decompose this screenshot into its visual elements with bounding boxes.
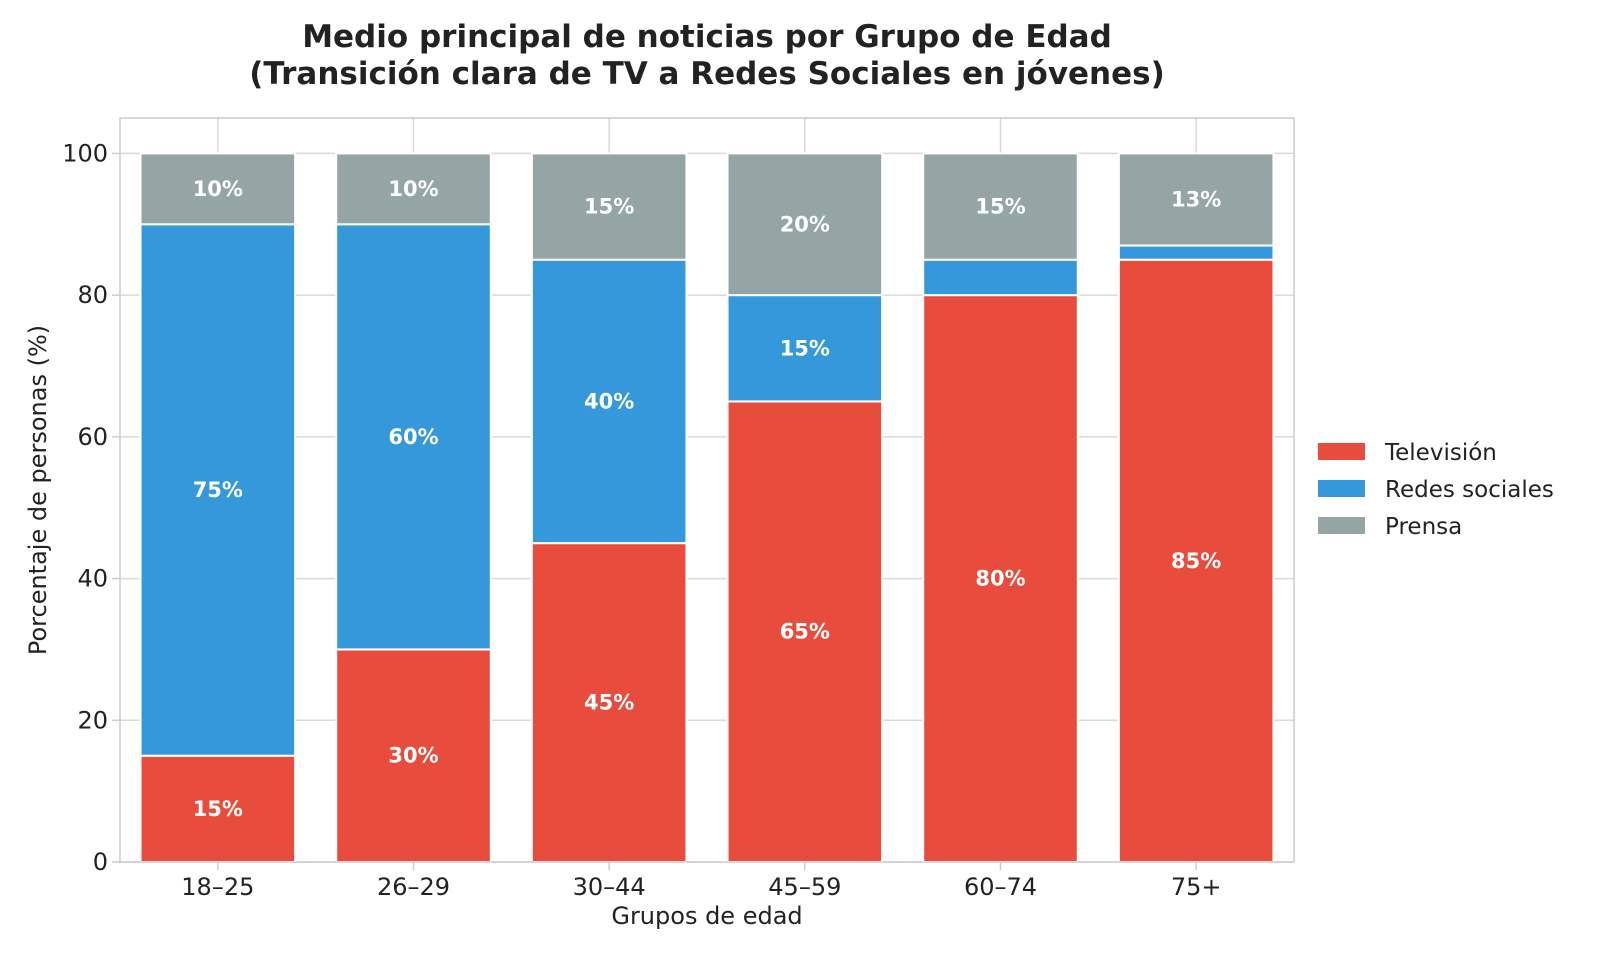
y-tick-label: 100	[62, 139, 108, 167]
bar-stacks	[139, 152, 1275, 864]
bar-segment	[530, 152, 688, 261]
data-label: 20%	[780, 212, 830, 236]
y-axis-label: Porcentaje de personas (%)	[24, 325, 52, 655]
y-tick-label: 20	[77, 706, 108, 734]
legend-swatch	[1318, 443, 1365, 460]
bar-segment	[726, 152, 884, 297]
data-label: 85%	[1171, 549, 1221, 573]
data-label: 60%	[388, 425, 438, 449]
bar-segment	[1117, 244, 1275, 261]
legend-label: Prensa	[1385, 514, 1462, 540]
bar-segment	[530, 258, 688, 545]
x-axis-label: Grupos de edad	[611, 902, 802, 930]
bar-segment	[530, 542, 688, 864]
data-label: 15%	[975, 195, 1025, 219]
plot-frame	[119, 117, 1295, 863]
y-tick-label: 0	[93, 848, 108, 876]
legend-swatch	[1318, 480, 1365, 497]
bar-segment	[139, 223, 297, 757]
x-tick-label: 30–44	[573, 873, 646, 901]
data-label: 15%	[584, 195, 634, 219]
x-tick-label: 26–29	[377, 873, 450, 901]
data-label: 15%	[780, 336, 830, 360]
data-label: 10%	[388, 177, 438, 201]
bar-segment	[1117, 152, 1275, 247]
bar-segment	[139, 754, 297, 864]
data-label: 75%	[193, 478, 243, 502]
legend: Televisión Redes sociales Prensa	[1318, 440, 1554, 540]
legend-swatch	[1318, 517, 1365, 534]
bar-segment	[335, 223, 492, 651]
data-label: 40%	[584, 389, 634, 413]
bar-segment	[922, 258, 1079, 297]
data-label: 30%	[388, 744, 438, 768]
bar-segment	[922, 152, 1079, 261]
y-tick-label: 80	[77, 281, 108, 309]
legend-label: Redes sociales	[1385, 477, 1554, 503]
x-tick-label: 18–25	[181, 873, 254, 901]
data-label: 13%	[1171, 187, 1221, 211]
y-tick-label: 40	[77, 565, 108, 593]
x-axis-ticks: 18–25 26–29 30–44 45–59 60–74 75+	[181, 862, 1221, 901]
data-label: 10%	[193, 177, 243, 201]
bar-segment	[139, 152, 297, 226]
y-tick-label: 60	[77, 423, 108, 451]
data-label: 80%	[975, 567, 1025, 591]
y-axis-ticks: 0 20 40 60 80 100	[62, 139, 120, 876]
x-tick-label: 45–59	[768, 873, 841, 901]
x-tick-label: 75+	[1171, 873, 1222, 901]
data-label: 45%	[584, 691, 634, 715]
bar-segment	[335, 152, 492, 226]
data-labels: 15% 75% 10% 30% 60% 10% 45% 40% 15% 65% 15% 20% 80% 1…	[193, 177, 1222, 821]
bar-segment	[726, 294, 884, 403]
chart-title: Medio principal de noticias por Grupo de…	[302, 19, 1112, 55]
data-label: 15%	[193, 797, 243, 821]
x-tick-label: 60–74	[964, 873, 1037, 901]
legend-label: Televisión	[1384, 440, 1497, 466]
bar-segment	[1117, 258, 1275, 863]
bar-segment	[726, 400, 884, 863]
chart-subtitle: (Transición clara de TV a Redes Sociales…	[249, 56, 1165, 92]
data-label: 65%	[780, 620, 830, 644]
